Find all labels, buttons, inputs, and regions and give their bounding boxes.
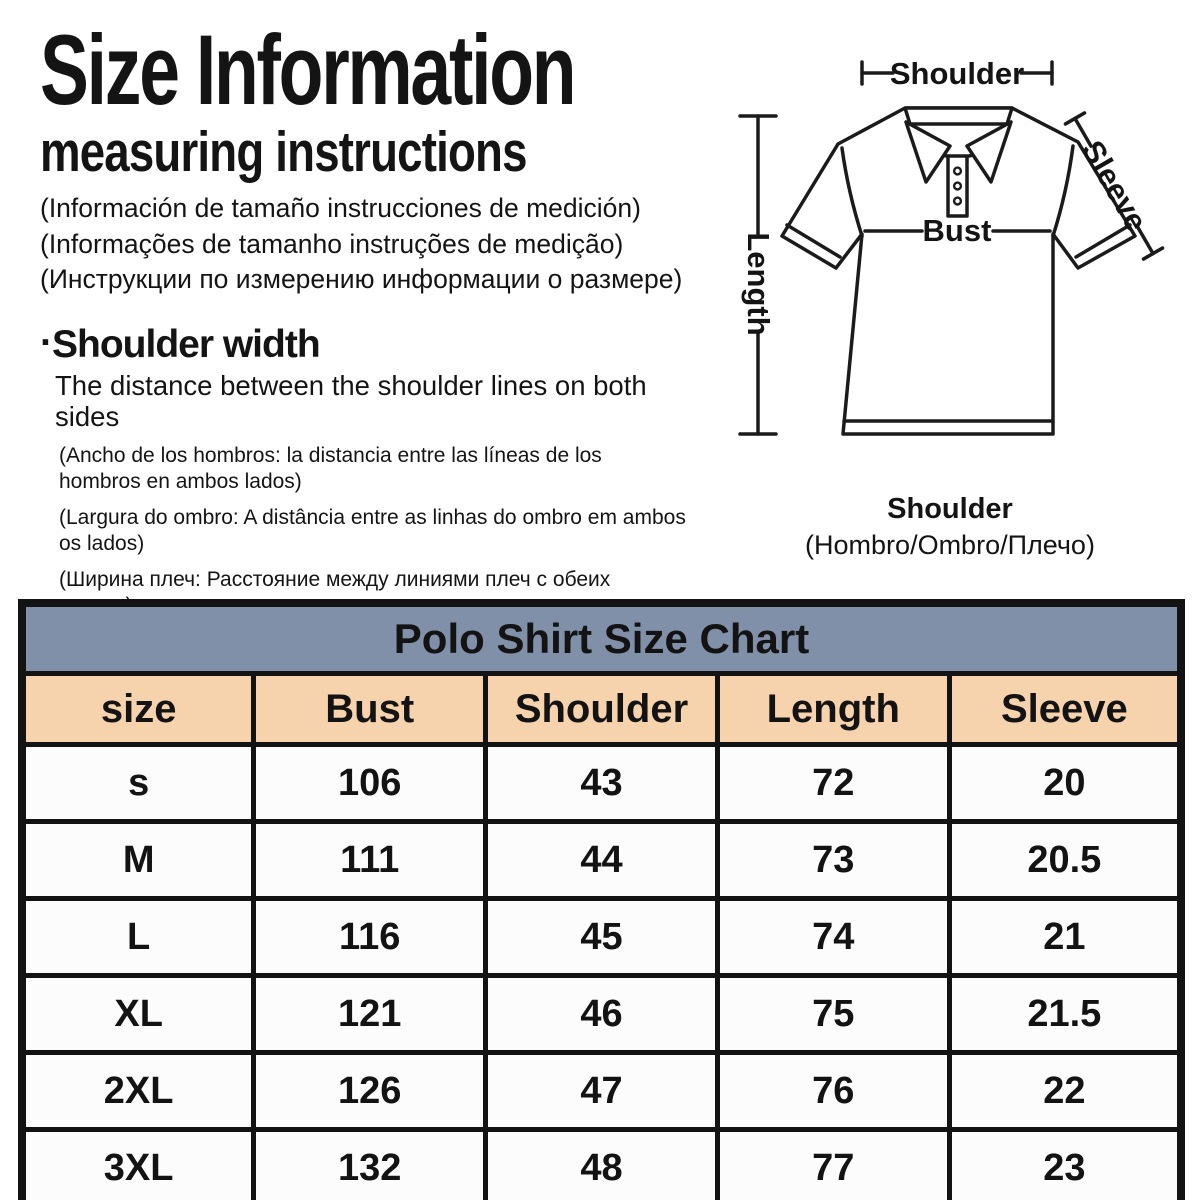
diagram-caption-title: Shoulder	[887, 493, 1013, 525]
length-bracket	[738, 114, 778, 436]
collar-right-flap	[965, 120, 1013, 184]
page-title: Size Information	[40, 14, 577, 125]
table-row: XL 121 46 75 21.5	[19, 973, 1184, 1055]
section-title: ·Shoulder width	[40, 320, 718, 367]
right-armhole-seam	[1051, 144, 1075, 238]
title-translation-es: (Información de tamaño instrucciones de …	[40, 193, 641, 224]
section-title-text: Shoulder width	[52, 322, 321, 366]
size-cell: 2XL	[19, 1050, 257, 1132]
length-cell: 72	[714, 742, 952, 824]
button-1	[952, 166, 963, 176]
bust-cell: 111	[251, 819, 489, 901]
length-cell: 77	[714, 1127, 952, 1200]
shoulder-cell: 46	[483, 973, 720, 1055]
table-row: s 106 43 72 20	[19, 742, 1184, 824]
sleeve-bracket	[1063, 111, 1165, 261]
size-cell: L	[19, 896, 257, 978]
column-header-shoulder: Shoulder	[483, 671, 720, 747]
bust-cell: 132	[251, 1127, 489, 1200]
table-header-row: size Bust Shoulder Length Sleeve	[19, 671, 1184, 747]
table-row: 2XL 126 47 76 22	[19, 1050, 1184, 1132]
size-cell: s	[19, 742, 257, 824]
length-measure-label: Length	[741, 232, 776, 335]
title-translations: (Información de tamaño instrucciones de …	[40, 191, 718, 297]
shoulder-bracket	[860, 60, 1054, 86]
sleeve-cell: 21	[946, 896, 1184, 978]
size-cell: M	[19, 819, 257, 901]
right-cuff-line	[1074, 223, 1132, 259]
sleeve-cell: 22	[946, 1050, 1184, 1132]
polo-size-chart-table: Polo Shirt Size Chart size Bust Shoulder…	[18, 599, 1185, 1200]
diagram-caption: Shoulder (Hombro/Ombro/Плечо)	[712, 492, 1188, 563]
bust-cell: 121	[251, 973, 489, 1055]
shoulder-cell: 44	[483, 819, 720, 901]
size-cell: 3XL	[19, 1127, 257, 1200]
section-description: The distance between the shoulder lines …	[55, 369, 647, 433]
polo-shirt-diagram-svg: Shoulder Length Bust Sleeve	[738, 56, 1165, 436]
left-armhole-seam	[840, 146, 864, 238]
bust-cell: 116	[251, 896, 489, 978]
shoulder-measure-label: Shoulder	[890, 56, 1024, 91]
page-subtitle: measuring instructions	[40, 120, 527, 184]
table-row: M 111 44 73 20.5	[19, 819, 1184, 901]
collar-band	[903, 106, 1014, 126]
title-translation-ru: (Инструкции по измерению информации о ра…	[40, 263, 683, 294]
button-3	[952, 196, 963, 206]
collar-left-flap	[904, 120, 952, 184]
bullet-dot: ·	[40, 320, 53, 364]
section-translation-pt: (Largura do ombro: A distância entre as …	[59, 506, 686, 556]
bust-cell: 126	[251, 1050, 489, 1132]
section-shoulder-width: ·Shoulder width The distance between the…	[40, 320, 718, 619]
size-cell: XL	[19, 973, 257, 1055]
bust-cell: 106	[251, 742, 489, 824]
table-row: L 116 45 74 21	[19, 896, 1184, 978]
length-cell: 74	[714, 896, 952, 978]
left-cuff-line	[785, 223, 842, 259]
sleeve-cell: 20	[946, 742, 1184, 824]
button-2	[952, 181, 963, 191]
button-placket	[946, 154, 969, 218]
shoulder-cell: 45	[483, 896, 720, 978]
table-title: Polo Shirt Size Chart	[19, 600, 1184, 676]
column-header-size: size	[19, 671, 257, 747]
table-title-row: Polo Shirt Size Chart	[19, 600, 1184, 676]
polo-shirt-measurement-diagram: Shoulder Length Bust Sleeve	[712, 34, 1188, 506]
sleeve-cell: 23	[946, 1127, 1184, 1200]
sleeve-cell: 21.5	[946, 973, 1184, 1055]
section-translation-es: (Ancho de los hombros: la distancia entr…	[59, 444, 602, 494]
diagram-caption-translations: (Hombro/Ombro/Плечо)	[805, 529, 1095, 560]
title-translation-pt: (Informações de tamanho instruções de me…	[40, 228, 624, 259]
shoulder-cell: 47	[483, 1050, 720, 1132]
sleeve-cell: 20.5	[946, 819, 1184, 901]
column-header-sleeve: Sleeve	[946, 671, 1184, 747]
table-row: 3XL 132 48 77 23	[19, 1127, 1184, 1200]
length-cell: 73	[714, 819, 952, 901]
shoulder-cell: 43	[483, 742, 720, 824]
shoulder-cell: 48	[483, 1127, 720, 1200]
column-header-length: Length	[714, 671, 952, 747]
length-cell: 76	[714, 1050, 952, 1132]
column-header-bust: Bust	[251, 671, 489, 747]
shirt-outline	[780, 106, 1137, 436]
length-cell: 75	[714, 973, 952, 1055]
bust-measure-label: Bust	[923, 213, 992, 248]
